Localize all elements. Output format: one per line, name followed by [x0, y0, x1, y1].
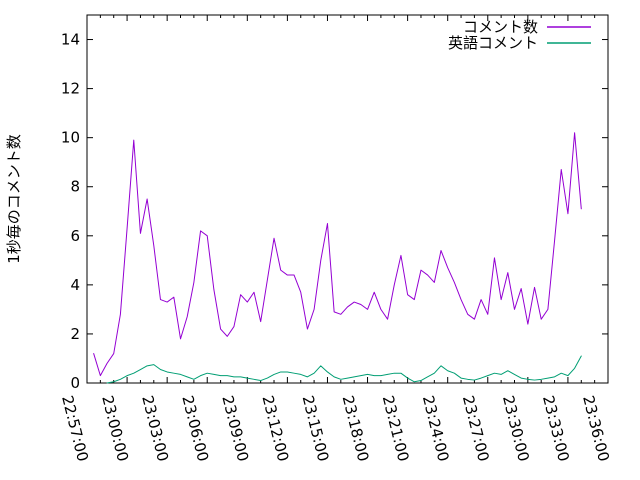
x-tick-label: 23:18:00 — [339, 394, 373, 464]
plot-border — [86, 14, 609, 384]
x-tick-label: 23:21:00 — [379, 394, 413, 464]
series-lines — [93, 132, 582, 384]
legend-label-comment-count: コメント数 — [463, 18, 538, 36]
y-axis-ticks — [87, 39, 608, 384]
x-tick-label: 23:27:00 — [459, 394, 493, 464]
y-tick-label: 12 — [61, 80, 80, 98]
x-axis-ticks — [86, 15, 609, 383]
x-tick-label: 23:30:00 — [499, 394, 533, 464]
x-tick-label: 23:24:00 — [419, 394, 453, 464]
y-tick-label: 2 — [70, 325, 80, 343]
x-tick-label: 23:03:00 — [138, 394, 172, 464]
x-tick-label: 23:06:00 — [178, 394, 212, 464]
x-axis-tick-labels: 22:57:00 23:00:00 23:03:00 23:06:00 23:09:00… — [58, 394, 613, 464]
x-tick-label: 23:33:00 — [539, 394, 573, 464]
x-tick-label: 23:00:00 — [98, 394, 132, 464]
x-tick-label: 23:15:00 — [299, 394, 333, 464]
y-tick-label: 8 — [70, 178, 80, 196]
y-tick-label: 6 — [70, 227, 80, 245]
x-tick-label: 22:57:00 — [58, 394, 92, 464]
y-tick-label: 10 — [61, 129, 80, 147]
y-tick-label: 4 — [70, 276, 80, 294]
x-tick-label: 23:12:00 — [259, 394, 293, 464]
y-tick-label: 14 — [61, 31, 80, 49]
y-tick-label: 0 — [70, 374, 80, 392]
x-tick-label: 23:09:00 — [218, 394, 252, 464]
y-axis-title: 1秒毎のコメント数 — [5, 134, 23, 264]
english-comment-line — [106, 355, 582, 384]
y-axis-tick-labels: 0 2 4 6 8 10 12 14 — [61, 31, 80, 392]
x-tick-label: 23:36:00 — [579, 394, 613, 464]
legend: コメント数 英語コメント — [448, 18, 591, 52]
legend-label-english-comment: 英語コメント — [448, 34, 538, 52]
comment-count-line — [93, 132, 582, 377]
